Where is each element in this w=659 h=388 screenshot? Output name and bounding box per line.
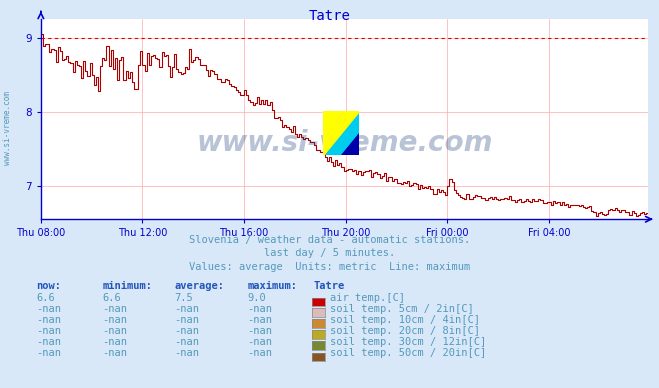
Text: -nan: -nan	[175, 348, 200, 358]
Text: average:: average:	[175, 281, 225, 291]
Text: 9.0: 9.0	[247, 293, 266, 303]
Text: -nan: -nan	[102, 326, 127, 336]
Text: soil temp. 20cm / 8in[C]: soil temp. 20cm / 8in[C]	[330, 326, 480, 336]
Text: 7.5: 7.5	[175, 293, 193, 303]
Text: soil temp. 30cm / 12in[C]: soil temp. 30cm / 12in[C]	[330, 336, 486, 346]
Text: -nan: -nan	[247, 348, 272, 358]
Text: -nan: -nan	[247, 304, 272, 314]
Text: Tatre: Tatre	[313, 281, 344, 291]
Text: Slovenia / weather data - automatic stations.: Slovenia / weather data - automatic stat…	[189, 235, 470, 245]
Text: -nan: -nan	[247, 336, 272, 346]
Text: soil temp. 10cm / 4in[C]: soil temp. 10cm / 4in[C]	[330, 315, 480, 325]
Text: www.si-vreme.com: www.si-vreme.com	[196, 129, 493, 157]
Text: -nan: -nan	[175, 326, 200, 336]
Text: 6.6: 6.6	[102, 293, 121, 303]
Text: maximum:: maximum:	[247, 281, 297, 291]
Polygon shape	[323, 111, 359, 155]
Text: -nan: -nan	[247, 326, 272, 336]
Text: -nan: -nan	[36, 304, 61, 314]
Text: Tatre: Tatre	[308, 9, 351, 23]
Text: -nan: -nan	[36, 336, 61, 346]
Text: 6.6: 6.6	[36, 293, 55, 303]
Text: soil temp. 5cm / 2in[C]: soil temp. 5cm / 2in[C]	[330, 304, 473, 314]
Text: -nan: -nan	[102, 315, 127, 325]
Text: Values: average  Units: metric  Line: maximum: Values: average Units: metric Line: maxi…	[189, 262, 470, 272]
Text: -nan: -nan	[247, 315, 272, 325]
Text: -nan: -nan	[36, 348, 61, 358]
Text: now:: now:	[36, 281, 61, 291]
Text: -nan: -nan	[102, 348, 127, 358]
Text: -nan: -nan	[36, 326, 61, 336]
Text: air temp.[C]: air temp.[C]	[330, 293, 405, 303]
Text: last day / 5 minutes.: last day / 5 minutes.	[264, 248, 395, 258]
Text: -nan: -nan	[36, 315, 61, 325]
Text: -nan: -nan	[102, 304, 127, 314]
Text: -nan: -nan	[175, 315, 200, 325]
Text: -nan: -nan	[175, 304, 200, 314]
Text: soil temp. 50cm / 20in[C]: soil temp. 50cm / 20in[C]	[330, 348, 486, 358]
Text: -nan: -nan	[102, 336, 127, 346]
Polygon shape	[341, 133, 359, 155]
Text: www.si-vreme.com: www.si-vreme.com	[3, 91, 13, 165]
Text: minimum:: minimum:	[102, 281, 152, 291]
Polygon shape	[323, 111, 359, 155]
Text: -nan: -nan	[175, 336, 200, 346]
